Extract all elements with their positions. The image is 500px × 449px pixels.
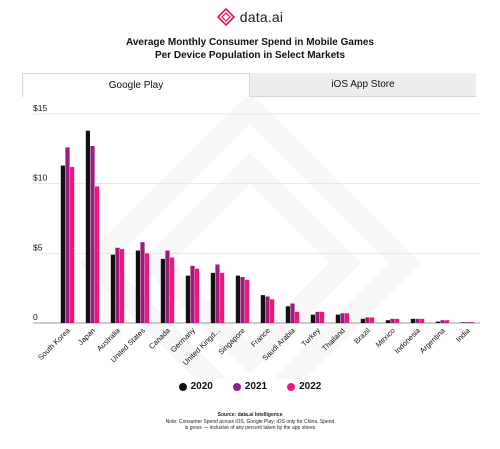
legend-label-2021: 2021 [244,381,268,392]
bar-2020 [85,130,90,323]
bar-2021 [265,296,270,323]
legend-item-2020: 2020 [178,381,213,392]
bar-2021 [215,264,220,323]
bar-2020 [110,254,115,323]
bar-2021 [65,147,70,323]
bar-2020 [285,306,290,323]
watermark [79,97,421,379]
bar-2022 [320,311,325,323]
bar-2021 [190,265,195,323]
bar-2021 [290,303,295,323]
bar-2022 [120,249,125,323]
bar-2020 [310,314,315,323]
chart-title-line-1: Average Monthly Consumer Spend in Mobile… [125,37,374,48]
x-tick-label: Mexico [374,326,397,349]
bar-2020 [235,275,240,323]
legend-label-2020: 2020 [190,381,213,392]
x-tick-label: Indonesia [393,325,423,355]
y-tick-label: 0 [33,312,38,322]
bar-2021 [240,277,245,323]
legend-swatch-2021 [232,382,241,391]
bar-2020 [385,320,390,323]
tab-google-play[interactable]: Google Play [22,73,250,97]
x-tick-label: South Korea [36,325,72,361]
bar-2022 [145,253,150,323]
bar-2022 [470,322,475,323]
bar-2020 [410,318,415,323]
bar-2021 [165,250,170,323]
footnote-line-2: is gross — inclusive of any percent take… [184,425,316,431]
bar-2022 [270,299,275,323]
x-tick-label: Argentina [418,325,448,355]
bar-2020 [460,322,465,323]
bar-2021 [440,320,445,323]
bar-2020 [185,275,190,323]
legend-swatch-2022 [287,382,296,391]
legend-item-2021: 2021 [232,381,268,392]
y-tick-label: $15 [33,103,47,113]
footnote-line-1: Note: Consumer Spend across iOS, Google … [165,418,335,425]
source-note: Source: data.ai Intelligence [217,412,283,418]
bar-2020 [335,314,340,323]
y-tick-label: $5 [33,242,43,252]
bar-2022 [370,317,375,323]
chart-legend: 2020 2021 2022 [0,381,500,392]
chart-footer: Source: data.ai Intelligence Note: Consu… [0,412,500,432]
bar-2020 [360,318,365,323]
bar-2022 [395,318,400,323]
bar-2021 [390,318,395,323]
chart-title-line-2: Per Device Population in Select Markets [154,49,346,61]
legend-item-2022: 2022 [287,381,321,392]
bar-2020 [160,258,165,323]
bar-2022 [420,318,425,323]
bar-2022 [70,166,75,323]
legend-label-2022: 2022 [299,381,322,392]
x-tick-label: Brazil [352,326,372,346]
bar-2022 [445,320,450,323]
bar-2021 [340,313,345,323]
x-tick-label: Japan [76,326,97,347]
bar-2021 [115,247,120,323]
bar-2020 [135,250,140,323]
bar-2022 [95,186,100,323]
bar-2021 [140,242,145,323]
bar-2022 [295,311,300,323]
bar-2020 [435,321,440,323]
bar-2021 [415,318,420,323]
bar-2021 [365,317,370,323]
chart-title: Average Monthly Consumer Spend in Mobile… [0,37,500,62]
bar-2022 [345,313,350,323]
bar-2022 [220,272,225,323]
bar-2020 [260,295,265,323]
tab-ios-app-store[interactable]: iOS App Store [250,73,476,97]
bar-2022 [245,279,250,323]
diamond-logo-icon [216,8,235,26]
store-tabs: Google Play iOS App Store [22,73,476,97]
brand-name: data.ai [239,9,284,25]
bar-2022 [170,257,175,323]
bar-2021 [90,146,95,323]
brand-logo: data.ai [0,6,500,28]
x-tick-label: India [454,325,472,343]
bar-2021 [465,322,470,323]
bar-2021 [315,311,320,323]
bar-2020 [60,165,65,323]
y-tick-label: $10 [33,173,47,183]
bar-2022 [195,268,200,323]
bar-2020 [210,272,215,323]
legend-swatch-2020 [178,382,187,391]
